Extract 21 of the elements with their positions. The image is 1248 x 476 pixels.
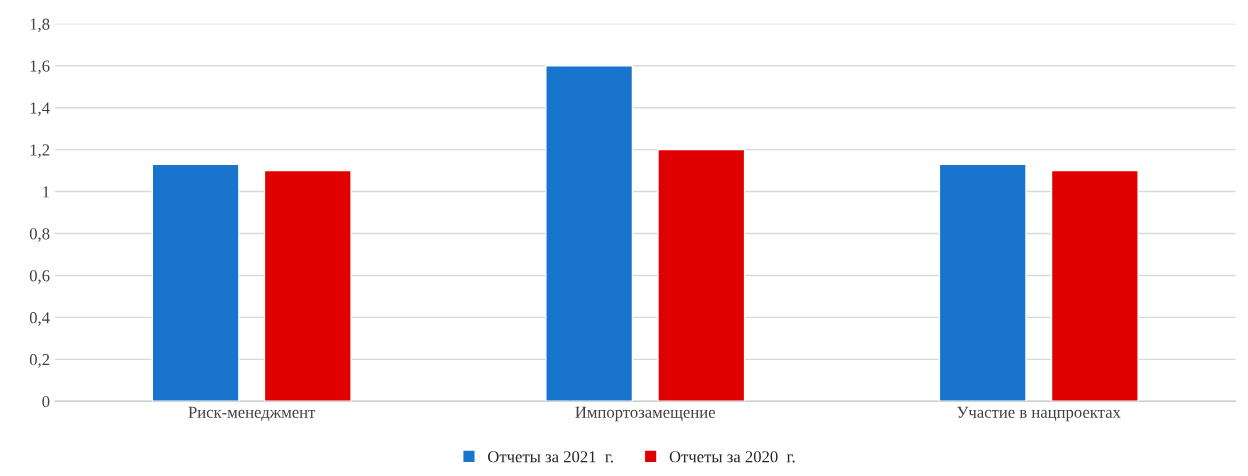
bar [263,169,352,402]
y-tick-label: 1,8 [30,18,50,33]
y-tick-label: 0,2 [29,354,50,368]
y-tick-label: 0,4 [29,312,50,326]
y-tick-label: 0,8 [29,228,50,242]
y-tick-label: 0,6 [29,270,50,284]
bar [657,148,746,402]
x-tick-label: Риск-менеджмент [188,406,316,421]
y-tick-label: 0 [42,395,50,408]
x-tick-label: Импортозамещение [575,406,715,422]
x-tick-label: Участие в нацпроектах [957,406,1121,422]
bar [151,163,240,402]
bar [938,163,1027,402]
y-tick-label: 1,2 [30,144,50,158]
bar [1050,169,1139,402]
bar [545,65,634,402]
legend-label: Отчеты за 2021 г. [487,451,613,463]
y-tick-label: 1 [43,186,50,198]
legend-label: Отчеты за 2020 г. [669,451,795,463]
y-tick-label: 1,4 [30,102,50,117]
y-tick-label: 1,6 [30,60,50,75]
